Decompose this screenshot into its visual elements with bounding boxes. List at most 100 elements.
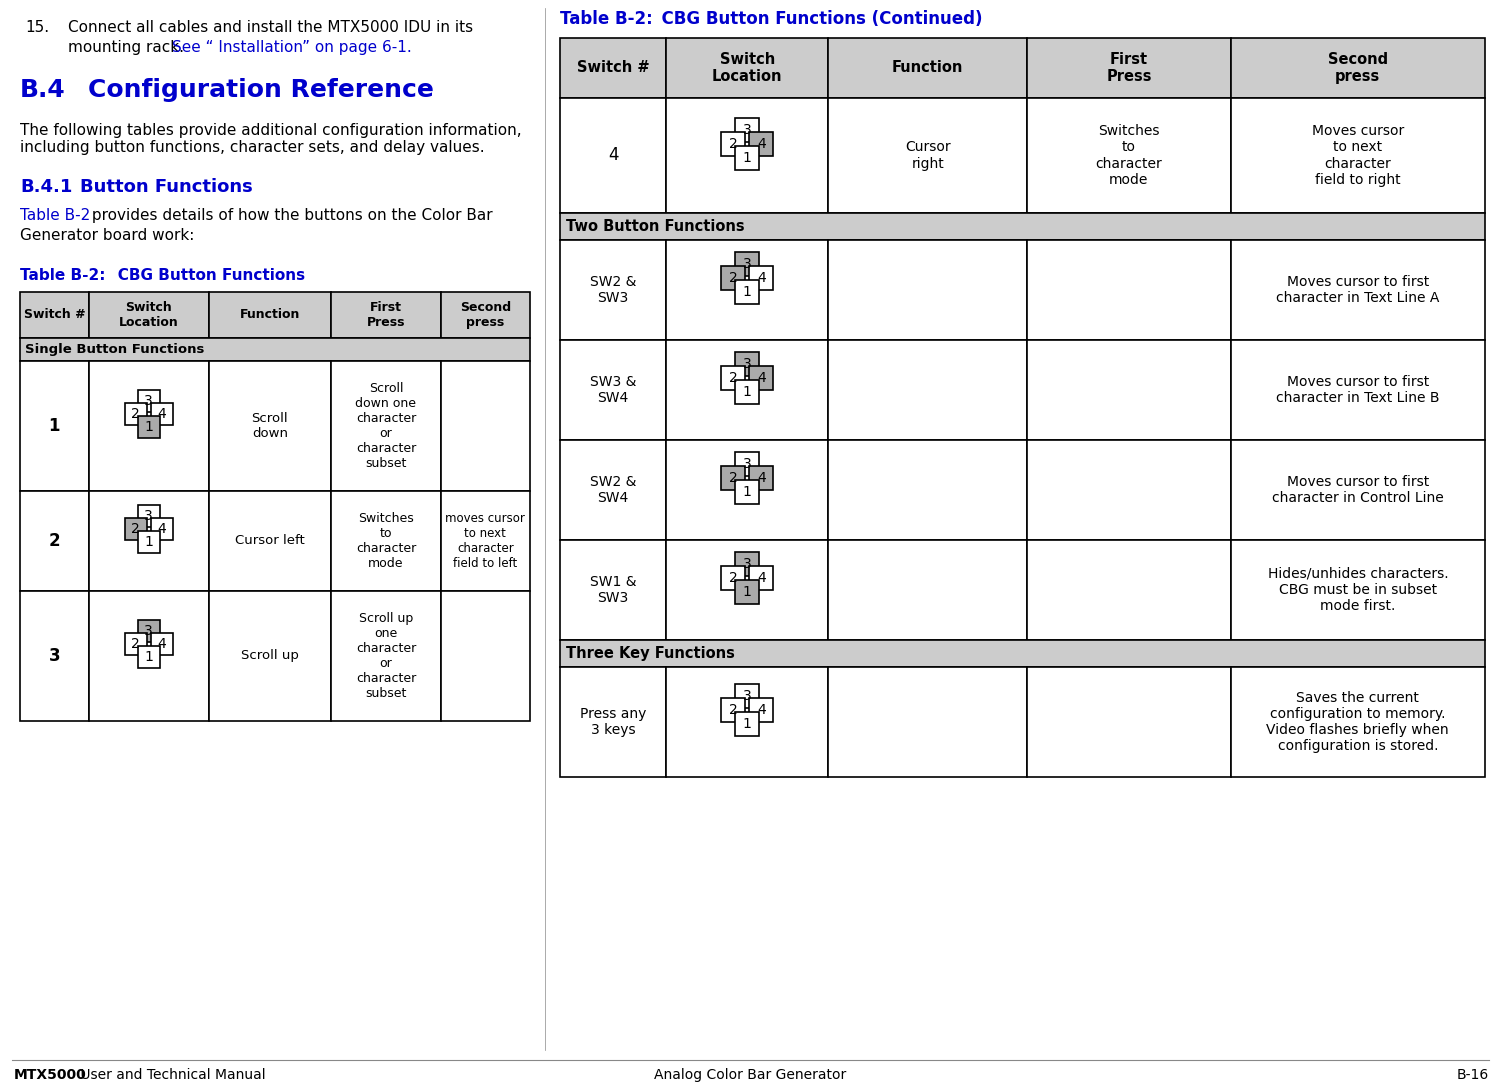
Text: Press any
3 keys: Press any 3 keys — [579, 707, 647, 737]
Bar — [150, 633, 173, 655]
Bar — [332, 361, 441, 491]
Bar — [150, 518, 173, 541]
Bar — [722, 366, 746, 390]
Text: 3: 3 — [743, 456, 752, 471]
Text: Saves the current
configuration to memory.
Video flashes briefly when
configurat: Saves the current configuration to memor… — [1267, 691, 1448, 753]
Text: SW2 &
SW3: SW2 & SW3 — [590, 275, 636, 305]
Bar — [560, 440, 666, 541]
Text: Moves cursor
to next
character
field to right: Moves cursor to next character field to … — [1312, 124, 1403, 187]
Text: 2: 2 — [729, 136, 737, 151]
Text: 4: 4 — [757, 136, 766, 151]
Text: Table B-2:: Table B-2: — [560, 10, 653, 28]
Bar — [1027, 541, 1231, 640]
Bar — [332, 591, 441, 721]
Bar — [89, 292, 209, 339]
Text: 4: 4 — [757, 471, 766, 485]
Bar — [666, 340, 829, 440]
Bar — [560, 541, 666, 640]
Text: Three Key Functions: Three Key Functions — [566, 646, 735, 661]
Bar — [20, 339, 530, 361]
Text: 3: 3 — [743, 689, 752, 703]
Text: Generator board work:: Generator board work: — [20, 228, 194, 244]
Text: CBG Button Functions (Continued): CBG Button Functions (Continued) — [650, 10, 983, 28]
Text: 1: 1 — [743, 151, 752, 165]
Bar — [735, 280, 760, 304]
Bar — [1027, 667, 1231, 778]
Text: 1: 1 — [144, 420, 153, 434]
Text: Two Button Functions: Two Button Functions — [566, 219, 744, 234]
Bar — [560, 640, 1484, 667]
Bar — [749, 566, 773, 590]
Bar — [829, 667, 1027, 778]
Bar — [441, 591, 530, 721]
Bar — [722, 698, 746, 722]
Text: mounting rack.: mounting rack. — [68, 40, 194, 55]
Text: 2: 2 — [132, 522, 140, 536]
Text: Scroll up: Scroll up — [242, 650, 299, 663]
Text: Switch #: Switch # — [576, 60, 650, 75]
Text: User and Technical Manual: User and Technical Manual — [77, 1068, 266, 1082]
Bar — [332, 292, 441, 339]
Bar — [125, 518, 147, 541]
Bar — [666, 667, 829, 778]
Bar — [560, 667, 666, 778]
Bar — [209, 361, 332, 491]
Text: 4: 4 — [757, 371, 766, 385]
Bar — [1027, 240, 1231, 340]
Text: Scroll
down one
character
or
character
subset: Scroll down one character or character s… — [356, 382, 416, 470]
Text: Switch
Location: Switch Location — [711, 51, 782, 84]
Bar — [749, 698, 773, 722]
Text: Function: Function — [240, 309, 300, 321]
Bar — [89, 491, 209, 591]
Bar — [332, 491, 441, 591]
Bar — [125, 403, 147, 425]
Text: B.4.1: B.4.1 — [20, 178, 72, 195]
Text: 2: 2 — [48, 532, 60, 550]
Text: Second
press: Second press — [459, 301, 510, 329]
Text: 4: 4 — [757, 571, 766, 585]
Text: Button Functions: Button Functions — [80, 178, 252, 195]
Text: SW1 &
SW3: SW1 & SW3 — [590, 574, 636, 605]
Bar — [560, 340, 666, 440]
Bar — [20, 491, 89, 591]
Bar — [209, 591, 332, 721]
Text: 4: 4 — [757, 271, 766, 285]
Bar — [735, 252, 760, 276]
Text: MTX5000: MTX5000 — [14, 1068, 87, 1082]
Text: 2: 2 — [132, 637, 140, 651]
Bar — [125, 633, 147, 655]
Text: 1: 1 — [144, 535, 153, 549]
Text: Configuration Reference: Configuration Reference — [89, 78, 434, 102]
Text: 4: 4 — [158, 522, 167, 536]
Text: Cursor left: Cursor left — [236, 534, 305, 547]
Bar — [1027, 98, 1231, 213]
Text: 3: 3 — [743, 257, 752, 271]
Bar — [829, 98, 1027, 213]
Text: Hides/unhides characters.
CBG must be in subset
mode first.: Hides/unhides characters. CBG must be in… — [1267, 567, 1448, 614]
Bar — [722, 266, 746, 290]
Text: 4: 4 — [158, 637, 167, 651]
Bar — [89, 361, 209, 491]
Bar — [666, 38, 829, 98]
Text: 2: 2 — [729, 271, 737, 285]
Bar — [666, 240, 829, 340]
Text: Switches
to
character
mode: Switches to character mode — [1096, 124, 1162, 187]
Bar — [138, 531, 159, 553]
Bar — [829, 541, 1027, 640]
Text: 2: 2 — [729, 571, 737, 585]
Bar — [722, 566, 746, 590]
Text: See “ Installation” on page 6-1.: See “ Installation” on page 6-1. — [173, 40, 411, 55]
Text: SW3 &
SW4: SW3 & SW4 — [590, 375, 636, 405]
Text: Analog Color Bar Generator: Analog Color Bar Generator — [654, 1068, 847, 1082]
Text: B-16: B-16 — [1457, 1068, 1489, 1082]
Text: moves cursor
to next
character
field to left: moves cursor to next character field to … — [446, 512, 525, 570]
Text: 1: 1 — [144, 650, 153, 664]
Text: 3: 3 — [743, 122, 752, 136]
Bar — [560, 213, 1484, 240]
Bar — [666, 440, 829, 541]
Text: 3: 3 — [144, 624, 153, 638]
Text: 15.: 15. — [26, 20, 50, 35]
Bar — [1027, 440, 1231, 541]
Bar — [138, 416, 159, 438]
Text: CBG Button Functions: CBG Button Functions — [102, 268, 305, 283]
